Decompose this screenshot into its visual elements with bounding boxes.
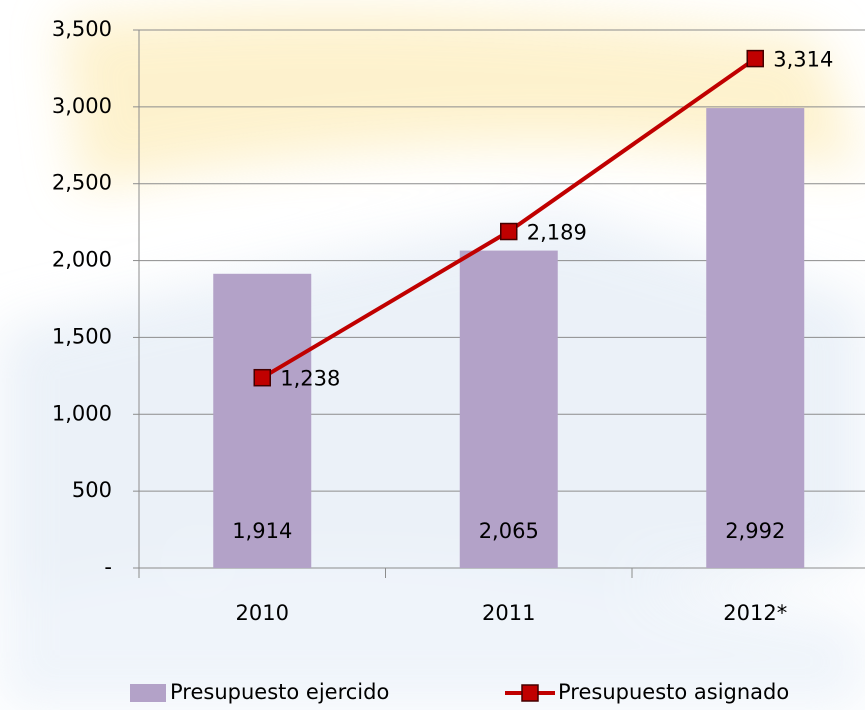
bar-value-label: 2,065 <box>479 519 539 543</box>
legend-swatch <box>130 684 166 702</box>
bar-value-label: 2,992 <box>725 519 785 543</box>
legend-label: Presupuesto asignado <box>558 680 789 704</box>
y-tick-label: 2,500 <box>52 171 112 195</box>
line-value-label: 3,314 <box>773 48 833 72</box>
y-tick-label: 1,500 <box>52 324 112 348</box>
bar <box>459 250 558 568</box>
x-tick-label: 2010 <box>236 601 289 625</box>
y-tick-label: 2,000 <box>52 248 112 272</box>
y-tick-label: 500 <box>72 478 112 502</box>
y-tick-label: 1,000 <box>52 401 112 425</box>
bar <box>706 108 805 569</box>
x-tick-label: 2012* <box>723 601 787 625</box>
y-tick-label: 3,000 <box>52 94 112 118</box>
line-marker <box>500 222 518 241</box>
x-tick-label: 2011 <box>482 601 535 625</box>
y-tick-label: 3,500 <box>52 17 112 41</box>
line-marker <box>253 368 271 387</box>
line-marker <box>746 49 764 68</box>
line-value-label: 1,238 <box>280 367 340 391</box>
bar-value-label: 1,914 <box>232 519 292 543</box>
y-tick-label: - <box>104 555 112 579</box>
line-value-label: 2,189 <box>527 221 587 245</box>
legend-label: Presupuesto ejercido <box>170 680 389 704</box>
bar <box>213 273 312 568</box>
legend-marker <box>521 684 539 702</box>
